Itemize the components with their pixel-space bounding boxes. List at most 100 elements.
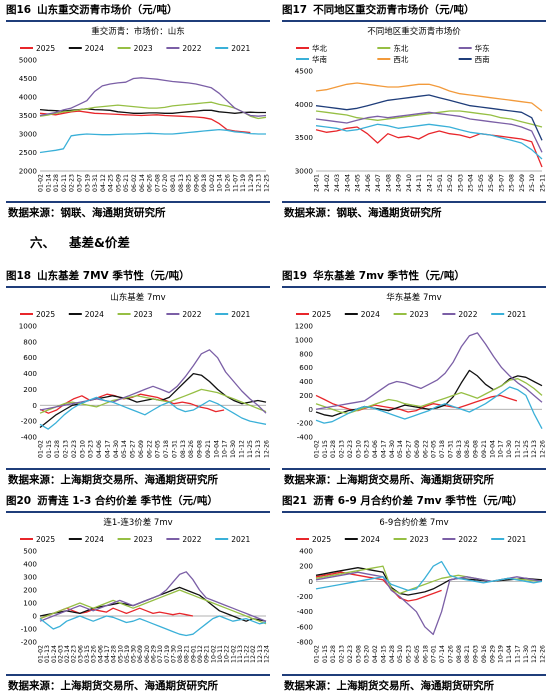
x-tick-label: 08-25 (186, 174, 193, 192)
y-tick-label: 400 (299, 377, 313, 386)
legend-label: 东北 (393, 43, 408, 53)
x-tick-label: 04-17 (104, 440, 111, 458)
series-line-2022 (39, 349, 267, 414)
x-tick-label: 11-30 (523, 645, 530, 663)
chart-shandong-price: 重交沥青：市场价：山东 2025 2024 2023 2022 2021 2000 2500 3… (19, 26, 270, 192)
series-line-2022 (39, 77, 267, 117)
y-tick-label: 200 (23, 385, 37, 394)
x-tick-label: 05-27 (406, 440, 413, 458)
x-tick-label: 01-13 (44, 645, 51, 663)
y-tick-label: 5000 (19, 56, 38, 65)
chart-title: 连1-连3价差 7mv (103, 517, 172, 528)
x-tick-label: 03-06 (77, 645, 84, 663)
x-tick-label: 24-11 (416, 174, 423, 192)
panel-18: 图18 山东基差 7MV 季节性（元/吨） 山东基差 7mv 2025 2024 202… (6, 268, 270, 488)
y-tick-label: 800 (23, 337, 37, 346)
x-tick-label: 07-20 (162, 174, 169, 192)
series-line-2021 (315, 560, 543, 592)
x-tick-label: 01-15 (46, 440, 53, 458)
x-tick-label: 04-17 (104, 645, 111, 663)
x-tick-label: 07-31 (171, 440, 178, 458)
source-rule (282, 201, 546, 203)
x-tick-label: 04-02 (372, 645, 379, 663)
x-tick-label: 04-06 (372, 440, 379, 458)
x-tick-label: 11-07 (232, 174, 239, 192)
y-tick-label: -200 (21, 417, 38, 426)
legend-label: 华南 (312, 54, 327, 64)
legend-label: 2023 (134, 44, 153, 53)
y-tick-label: 3000 (295, 167, 314, 176)
x-tick-label: 01-15 (322, 645, 329, 663)
legend-label: 华北 (312, 43, 327, 53)
x-tick-label: 07-05 (431, 440, 438, 458)
x-tick-label: 11-02 (230, 645, 237, 663)
panel-17: 图17 不同地区重交沥青市场价（元/吨） 不同地区重交沥青市场价 华北 东北 华东 华南 西… (282, 2, 546, 222)
x-tick-label: 24-09 (396, 174, 403, 192)
y-tick-label: 1000 (19, 322, 38, 331)
caption-rule (282, 286, 546, 288)
legend-label: 2023 (134, 535, 153, 544)
x-tick-label: 07-14 (439, 645, 446, 663)
x-tick-label: 03-23 (88, 440, 95, 458)
x-tick-label: 10-04 (489, 440, 496, 458)
x-tick-label: 09-21 (204, 645, 211, 663)
legend-label: 2024 (85, 310, 104, 319)
x-tick-label: 10-30 (230, 440, 237, 458)
x-tick-label: 12-02 (250, 645, 257, 663)
x-tick-label: 05-14 (121, 440, 128, 458)
chart-spread-6-9: 6-9合约价差 7mv 2025 2024 2023 2022 2021 -800 -600 -… (296, 517, 546, 663)
series-line-西南 (315, 94, 543, 141)
figure-caption: 图19 华东基差 7mv 季节性（元/吨） (282, 270, 465, 282)
x-tick-label: 06-09 (137, 645, 144, 663)
chart-title: 重交沥青：市场价：山东 (91, 26, 185, 37)
x-tick-label: 07-01 (431, 645, 438, 663)
y-tick-label: 100 (23, 599, 37, 608)
x-tick-label: 12-26 (264, 440, 271, 458)
source-rule (282, 468, 546, 470)
x-tick-label: 25-01 (437, 174, 444, 192)
legend-label: 2021 (231, 44, 250, 53)
x-tick-label: 24-06 (365, 174, 372, 192)
x-tick-label: 25-02 (447, 174, 454, 192)
x-tick-label: 09-18 (201, 174, 208, 192)
x-tick-label: 09-21 (481, 440, 488, 458)
x-tick-label: 24-04 (344, 174, 351, 192)
x-tick-label: 05-30 (131, 645, 138, 663)
x-tick-label: 10-30 (506, 440, 513, 458)
series-line-西北 (315, 82, 543, 112)
x-tick-label: 01-28 (330, 645, 337, 663)
x-tick-label: 24-03 (334, 174, 341, 192)
figure-caption: 图16 山东重交沥青市场价（元/吨） (6, 4, 178, 16)
x-tick-label: 02-14 (64, 645, 71, 663)
x-tick-label: 06-18 (422, 645, 429, 663)
figure-caption: 图21 沥青 6-9 月合约价差 7mv 季节性（元/吨） (282, 495, 523, 507)
x-tick-label: 10-14 (217, 174, 224, 192)
x-tick-label: 11-04 (506, 645, 513, 663)
x-tick-label: 01-14 (45, 174, 52, 192)
x-tick-label: 08-13 (178, 174, 185, 192)
x-tick-label: 25-06 (488, 174, 495, 192)
x-tick-label: 03-26 (91, 645, 98, 663)
caption-rule (6, 20, 270, 22)
y-tick-label: 200 (23, 586, 37, 595)
x-tick-label: 08-26 (464, 440, 471, 458)
x-tick-label: 11-19 (240, 174, 247, 192)
x-tick-label: 05-14 (397, 440, 404, 458)
x-tick-label: 05-21 (123, 174, 130, 192)
x-tick-label: 25-08 (509, 174, 516, 192)
chart-east-china-basis: 华东基差 7mv 2025 2024 2023 2022 2021 -400 -200 0 200… (295, 292, 546, 458)
x-tick-label: 25-11 (540, 174, 547, 192)
legend-label: 2025 (312, 310, 331, 319)
source-rule (6, 201, 270, 203)
data-source: 数据来源：上海期货交易所、海通期货研究所 (284, 474, 494, 486)
y-tick-label: 0 (308, 577, 313, 586)
x-tick-label: 25-09 (519, 174, 526, 192)
series-line-2023 (39, 589, 267, 625)
x-tick-label: 12-13 (257, 645, 264, 663)
x-tick-label: 08-01 (170, 174, 177, 192)
x-tick-label: 02-23 (71, 440, 78, 458)
x-tick-label: 02-11 (61, 174, 68, 192)
x-tick-label: 01-02 (38, 645, 45, 663)
panel-21: 图21 沥青 6-9 月合约价差 7mv 季节性（元/吨） 6-9合约价差 7mv… (282, 493, 546, 695)
